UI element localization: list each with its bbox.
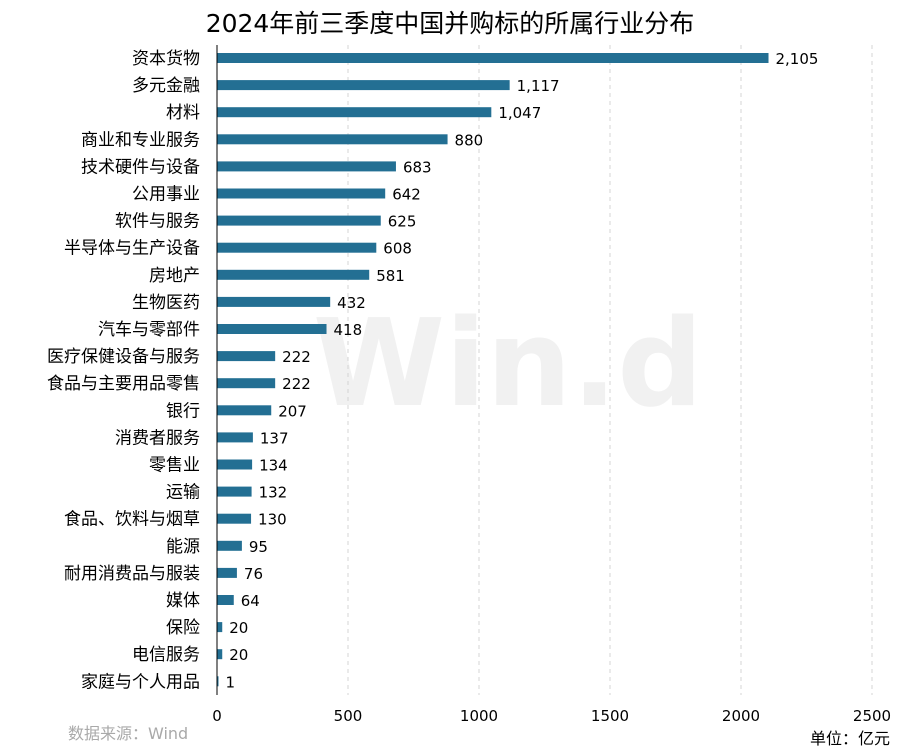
category-label: 生物医药 (132, 293, 200, 313)
category-label: 半导体与生产设备 (64, 239, 200, 259)
bar (217, 188, 386, 199)
unit-note: 单位：亿元 (810, 729, 890, 748)
bar (217, 676, 219, 687)
bar (217, 269, 370, 280)
x-tick-label: 2000 (722, 707, 760, 725)
category-labels: 资本货物多元金融材料商业和专业服务技术硬件与设备公用事业软件与服务半导体与生产设… (47, 49, 200, 692)
category-label: 电信服务 (132, 645, 200, 665)
value-label: 1 (226, 673, 236, 691)
category-label: 材料 (166, 103, 200, 123)
bar (217, 513, 252, 524)
category-label: 保险 (166, 618, 200, 638)
category-label: 能源 (166, 537, 200, 557)
category-label: 媒体 (166, 591, 200, 611)
value-label: 1,047 (498, 104, 541, 122)
category-label: 消费者服务 (115, 428, 200, 448)
bar (217, 378, 276, 389)
value-label: 130 (258, 511, 287, 529)
value-label: 207 (278, 402, 307, 420)
bar (217, 134, 448, 145)
bar (217, 324, 327, 334)
x-tick-label: 1000 (460, 707, 498, 725)
bar (217, 215, 381, 226)
category-label: 耐用消费品与服装 (64, 564, 200, 584)
category-label: 技术硬件与设备 (81, 157, 200, 177)
watermark-text: Win.d (313, 295, 703, 434)
value-label: 642 (392, 186, 421, 204)
category-label: 多元金融 (132, 76, 200, 96)
bar (217, 80, 510, 91)
category-label: 软件与服务 (115, 212, 200, 232)
x-tick-label: 2500 (853, 707, 891, 725)
bar (217, 649, 223, 660)
category-label: 运输 (166, 483, 200, 503)
x-tick-label: 0 (212, 707, 222, 725)
category-label: 汽车与零部件 (98, 320, 200, 340)
source-note: 数据来源：Wind (68, 724, 188, 743)
bar (217, 622, 223, 633)
value-label: 134 (259, 457, 288, 475)
value-label: 137 (260, 429, 289, 447)
value-label: 2,105 (776, 50, 819, 68)
bar (217, 567, 237, 578)
bar (217, 432, 253, 443)
category-label: 食品、饮料与烟草 (64, 510, 200, 530)
bar (217, 107, 492, 118)
x-tick-label: 500 (334, 707, 363, 725)
bar (217, 161, 396, 172)
bar (217, 540, 242, 551)
value-label: 76 (244, 565, 263, 583)
chart-title: 2024年前三季度中国并购标的所属行业分布 (206, 9, 695, 38)
value-label: 95 (249, 538, 268, 556)
value-label: 581 (376, 267, 405, 285)
value-label: 880 (455, 131, 484, 149)
category-label: 公用事业 (132, 185, 200, 205)
value-label: 20 (229, 646, 248, 664)
value-label: 222 (282, 348, 311, 366)
bar (217, 351, 276, 362)
value-label: 625 (388, 213, 417, 231)
bar (217, 486, 252, 497)
bar (217, 53, 769, 63)
value-labels: 2,105 1,117 1,047 880 683 642 625 608 581 432 418 2… (226, 50, 819, 691)
bar (217, 595, 234, 605)
value-label: 1,117 (517, 77, 560, 95)
bar (217, 459, 253, 470)
value-label: 683 (403, 158, 432, 176)
category-label: 资本货物 (132, 49, 200, 69)
value-label: 432 (337, 294, 366, 312)
value-label: 418 (334, 321, 363, 339)
category-label: 食品与主要用品零售 (47, 374, 200, 394)
category-label: 医疗保健设备与服务 (47, 347, 200, 367)
value-label: 20 (229, 619, 248, 637)
value-label: 608 (383, 240, 412, 258)
bar (217, 405, 272, 416)
value-label: 222 (282, 375, 311, 393)
x-axis-ticks: 0 500 1000 1500 2000 2500 (212, 707, 891, 725)
category-label: 房地产 (149, 266, 200, 286)
category-label: 家庭与个人用品 (81, 672, 200, 692)
category-label: 银行 (166, 401, 200, 421)
x-tick-label: 1500 (591, 707, 629, 725)
bars (217, 53, 769, 687)
bar (217, 242, 377, 253)
value-label: 132 (259, 484, 288, 502)
category-label: 零售业 (149, 456, 200, 476)
category-label: 商业和专业服务 (81, 130, 200, 150)
bar (217, 296, 331, 307)
value-label: 64 (241, 592, 260, 610)
